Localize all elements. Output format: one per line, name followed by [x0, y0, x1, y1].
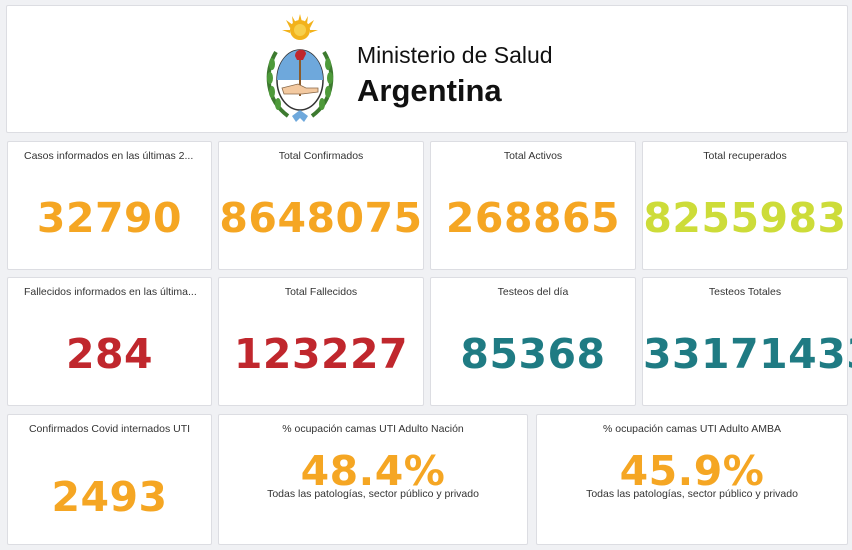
card-testeos-totales: Testeos Totales 33171433 [642, 277, 852, 406]
kpi-value: 8255983 [643, 194, 847, 242]
kpi-value: 2493 [51, 473, 168, 521]
card-uti-amba: % ocupación camas UTI Adulto AMBA 45.9% … [536, 414, 848, 545]
card-subtitle: Todas las patologías, sector público y p… [586, 488, 798, 500]
card-uti-nacion: % ocupación camas UTI Adulto Nación 48.4… [218, 414, 528, 545]
card-subtitle: Todas las patologías, sector público y p… [267, 488, 479, 500]
card-title: Total Fallecidos [284, 286, 358, 298]
card-title: % ocupación camas UTI Adulto Nación [282, 423, 464, 435]
kpi-value: 268865 [445, 194, 621, 242]
card-testeos-dia: Testeos del día 85368 [430, 277, 636, 406]
coat-of-arms-emblem [266, 14, 334, 122]
header-banner [6, 5, 848, 133]
kpi-value: 45.9% [619, 447, 765, 495]
card-title: % ocupación camas UTI Adulto AMBA [602, 423, 781, 435]
card-fallecidos-24h: Fallecidos informados en las última... 2… [7, 277, 212, 406]
kpi-value: 48.4% [300, 447, 446, 495]
country-title: Argentina [357, 73, 502, 108]
card-total-fallecidos: Total Fallecidos 123227 [218, 277, 424, 406]
card-internados-uti: Confirmados Covid internados UTI 2493 [7, 414, 212, 545]
card-total-recuperados: Total recuperados 8255983 [642, 141, 848, 270]
kpi-value: 8648075 [219, 194, 423, 242]
kpi-value: 123227 [233, 330, 409, 378]
card-title: Total recuperados [703, 150, 787, 162]
card-title: Testeos Totales [708, 286, 782, 298]
card-title: Testeos del día [497, 286, 569, 298]
card-title: Fallecidos informados en las última... [24, 286, 197, 298]
card-title: Total Activos [503, 150, 563, 162]
card-title: Total Confirmados [278, 150, 364, 162]
card-total-confirmados: Total Confirmados 8648075 [218, 141, 424, 270]
kpi-value: 284 [65, 330, 154, 378]
ministry-title: Ministerio de Salud [357, 42, 553, 68]
kpi-value: 33171433 [643, 330, 852, 378]
kpi-value: 32790 [36, 194, 183, 242]
card-title: Casos informados en las últimas 2... [24, 150, 194, 162]
card-title: Confirmados Covid internados UTI [28, 423, 191, 435]
card-total-activos: Total Activos 268865 [430, 141, 636, 270]
card-casos-24h: Casos informados en las últimas 2... 327… [7, 141, 212, 270]
kpi-value: 85368 [460, 330, 606, 378]
